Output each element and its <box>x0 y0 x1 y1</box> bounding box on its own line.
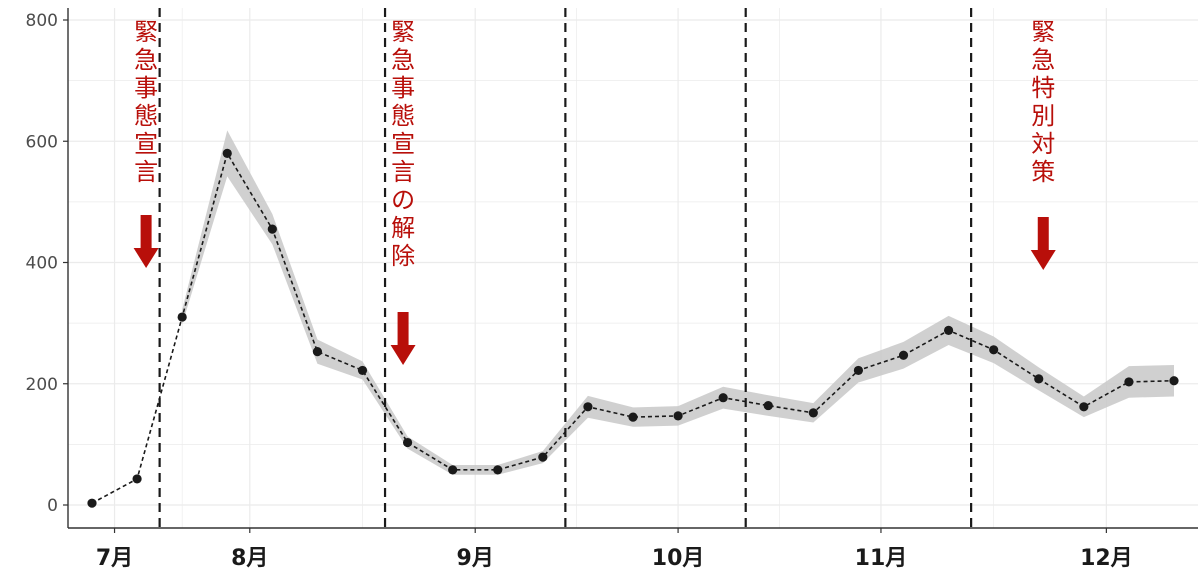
annotation-char: 緊 <box>391 18 415 46</box>
annotation-char: 事 <box>134 74 158 102</box>
down-arrowhead-icon <box>133 248 159 268</box>
x-tick-label: 12月 <box>1080 546 1133 571</box>
annotation-char: 急 <box>134 46 158 74</box>
data-point <box>132 474 142 484</box>
annotation-char: 除 <box>391 242 415 270</box>
annotation-char: 急 <box>391 46 415 74</box>
annotation-char: の <box>391 186 415 214</box>
period-divider-layer <box>158 8 973 528</box>
annotation-char: 態 <box>134 102 158 130</box>
down-arrow-icon <box>397 312 409 345</box>
data-point <box>763 400 773 411</box>
annotation-char: 急 <box>1031 46 1055 74</box>
x-tick-label: 9月 <box>457 546 494 571</box>
data-point <box>1034 374 1044 384</box>
data-point <box>898 350 909 360</box>
down-arrowhead-icon <box>390 345 416 365</box>
data-point-layer <box>87 148 1179 508</box>
annotation-char: 事 <box>391 74 415 102</box>
annotation-char: 宣 <box>391 130 415 158</box>
data-point <box>853 365 864 376</box>
data-point <box>177 312 187 322</box>
y-tick-label: 0 <box>47 496 58 516</box>
annotation-char: 策 <box>1031 158 1055 186</box>
data-point <box>583 402 593 412</box>
data-point <box>87 498 97 508</box>
data-point <box>1169 376 1179 386</box>
annotation-char: 言 <box>134 158 158 186</box>
grid-layer <box>68 8 1198 528</box>
x-tick-label: 11月 <box>855 546 908 571</box>
data-point <box>222 148 232 158</box>
data-point <box>357 365 368 376</box>
down-arrow-icon <box>140 215 152 248</box>
data-point <box>538 452 548 462</box>
y-tick-label: 200 <box>26 375 58 395</box>
data-point <box>448 465 458 475</box>
data-point <box>312 347 323 357</box>
data-point <box>267 224 277 234</box>
data-point <box>1124 377 1134 387</box>
x-tick-label: 8月 <box>231 546 268 571</box>
annotation-char: 特 <box>1031 74 1055 102</box>
annotation-char: 解 <box>391 214 415 242</box>
data-point <box>493 465 503 475</box>
data-point <box>808 408 818 418</box>
data-point <box>673 411 683 421</box>
down-arrowhead-icon <box>1030 250 1056 270</box>
y-tick-label: 800 <box>26 11 58 31</box>
data-point <box>628 412 638 422</box>
annotation-char: 緊 <box>1031 18 1055 46</box>
annotation-char: 別 <box>1031 102 1055 130</box>
y-tick-label: 600 <box>26 132 58 152</box>
data-point <box>1079 402 1089 412</box>
annotation-char: 宣 <box>134 130 158 158</box>
y-tick-label: 400 <box>26 254 58 274</box>
axis-layer: 0 200 400 600 800 7月 8月 9月 10月 11月 12月 <box>26 8 1198 571</box>
annotation-char: 態 <box>391 102 415 130</box>
data-point <box>402 437 413 448</box>
annotation-char: 対 <box>1031 130 1055 158</box>
annotation-char: 緊 <box>134 18 158 46</box>
data-point <box>718 393 728 403</box>
x-tick-label: 10月 <box>652 546 705 571</box>
down-arrow-icon <box>1037 217 1049 250</box>
x-tick-label: 7月 <box>96 546 133 571</box>
annotation-char: 言 <box>391 158 415 186</box>
data-point <box>943 325 954 335</box>
data-point <box>989 345 999 355</box>
